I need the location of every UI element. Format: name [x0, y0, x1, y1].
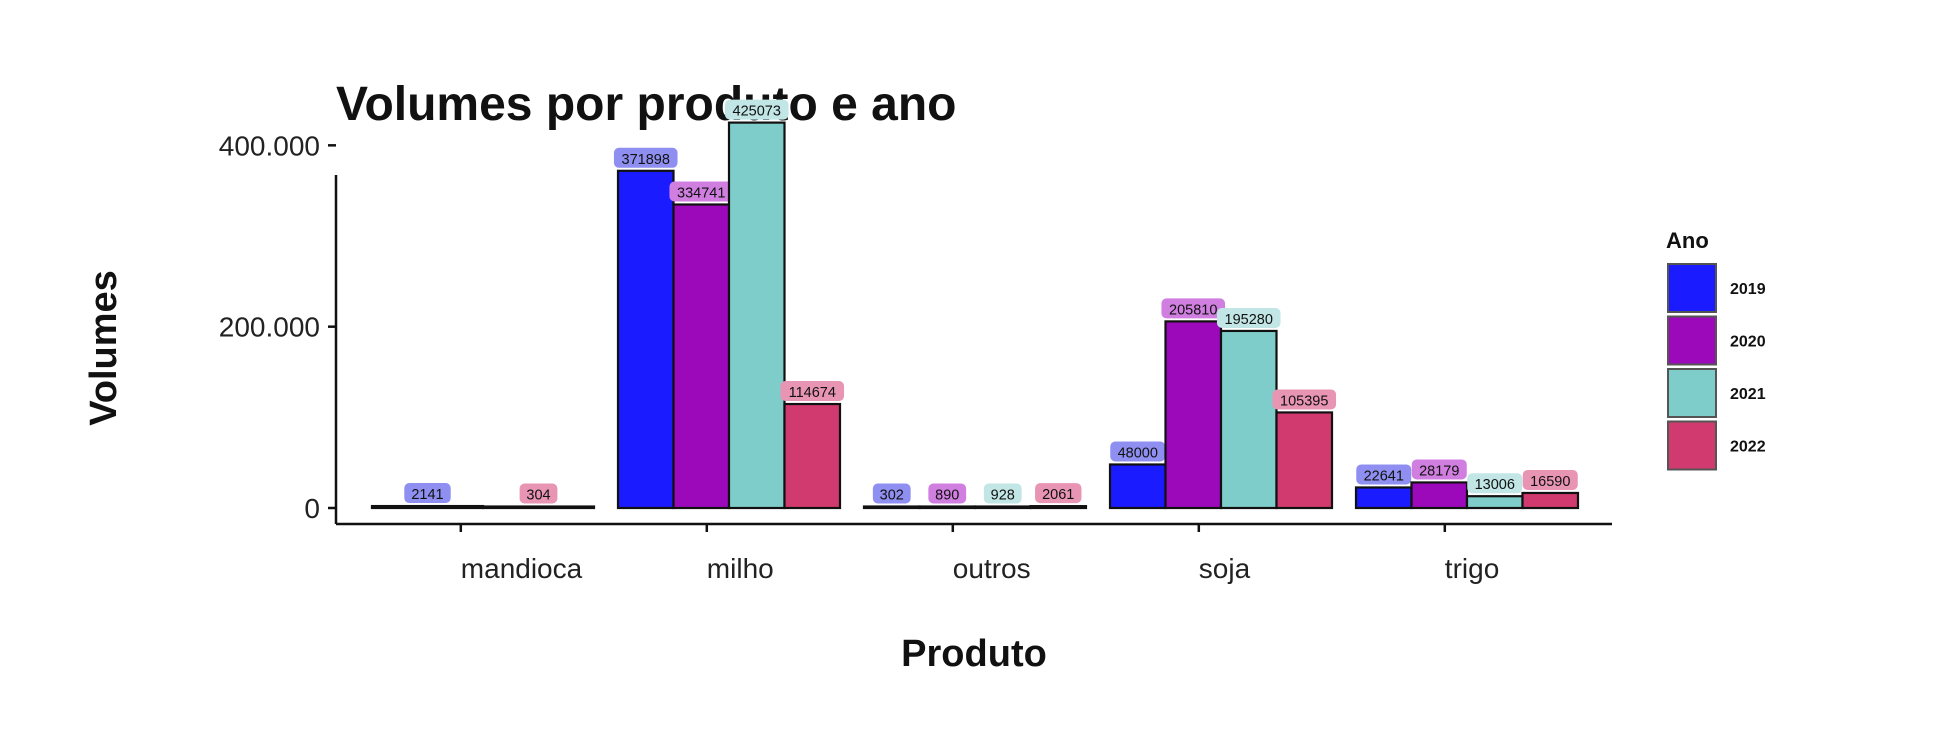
legend-label: 2021	[1730, 386, 1766, 403]
y-axis-title: Volumes	[83, 270, 125, 426]
data-label-bg	[1110, 441, 1166, 462]
data-label-bg	[669, 181, 734, 202]
bar-outros-2020	[918, 505, 977, 510]
bar-mandioca-2022	[481, 505, 596, 510]
bar-milho-2020	[672, 203, 731, 510]
data-label: 48000	[1118, 445, 1158, 461]
x-tick-label: milho	[707, 553, 774, 584]
data-label-bg	[1161, 298, 1226, 319]
data-label: 371898	[622, 152, 670, 168]
data-label-bg	[780, 381, 845, 402]
data-label: 304	[526, 488, 550, 504]
legend-swatch-2020	[1667, 315, 1717, 366]
legend-label: 2020	[1730, 334, 1766, 351]
bar-outros-2021	[973, 505, 1032, 510]
legend-swatch-2022	[1667, 420, 1717, 471]
data-label-bg	[519, 483, 558, 504]
data-label-bg	[1411, 459, 1467, 480]
bar-outros-2022	[1029, 505, 1088, 510]
data-label: 105395	[1280, 393, 1328, 409]
data-label-bg	[1356, 464, 1412, 485]
data-label-bg	[1216, 307, 1281, 328]
legend-swatch-2019	[1667, 263, 1717, 313]
data-label-bg	[1035, 483, 1082, 504]
legend: Ano 2019 2020 2021 2022	[1666, 228, 1766, 471]
data-label: 22641	[1364, 468, 1404, 484]
data-label: 425073	[733, 104, 781, 120]
y-tick-label: 0	[304, 493, 320, 524]
data-label-bg	[928, 483, 967, 504]
data-label: 890	[935, 488, 959, 504]
bar-trigo-2021	[1465, 495, 1524, 510]
data-label: 28179	[1419, 463, 1459, 479]
legend-label: 2022	[1730, 439, 1766, 456]
bar-milho-2022	[783, 402, 842, 510]
legend-swatch-2021	[1667, 368, 1717, 418]
x-tick-label: mandioca	[461, 553, 583, 584]
y-tick-label: 400.000	[219, 130, 320, 161]
data-label: 195280	[1225, 312, 1273, 328]
y-tick-label: 200.000	[219, 312, 320, 343]
bar-milho-2021	[727, 121, 786, 510]
x-axis-title: Produto	[901, 633, 1047, 675]
data-label-bg	[724, 99, 789, 120]
data-label-bg	[1272, 389, 1337, 410]
bar-trigo-2019	[1354, 486, 1413, 510]
bar-soja-2020	[1164, 320, 1223, 510]
data-label-bg	[1467, 473, 1523, 494]
data-label: 16590	[1530, 474, 1570, 490]
data-label: 205810	[1169, 302, 1217, 318]
bar-trigo-2022	[1521, 491, 1580, 510]
data-label-bg	[872, 483, 911, 504]
data-label: 334741	[677, 186, 725, 202]
data-label-bg	[1522, 469, 1578, 490]
bar-soja-2022	[1275, 411, 1334, 510]
data-label: 928	[991, 488, 1015, 504]
bar-soja-2019	[1108, 463, 1167, 510]
x-tick-label: outros	[953, 553, 1031, 584]
data-label-bg	[983, 483, 1022, 504]
bar-milho-2019	[616, 169, 675, 510]
data-label: 302	[880, 488, 904, 504]
chart-title: Volumes por produto e ano	[336, 78, 956, 131]
bar-soja-2021	[1219, 329, 1278, 510]
data-label: 13006	[1475, 477, 1515, 493]
plot-area: 0200.000400.000600.000mandioca2141304mil…	[219, 99, 1612, 584]
data-label: 2141	[411, 487, 443, 503]
data-label-bg	[404, 483, 451, 504]
data-label-bg	[613, 147, 678, 168]
bar-trigo-2020	[1410, 481, 1469, 510]
data-label: 2061	[1042, 487, 1074, 503]
legend-title: Ano	[1666, 228, 1709, 253]
bar-outros-2019	[862, 505, 921, 510]
x-tick-label: soja	[1199, 553, 1251, 584]
legend-label: 2019	[1730, 281, 1766, 298]
bar-mandioca-2019	[370, 504, 485, 510]
x-tick-label: trigo	[1445, 553, 1499, 584]
data-label: 114674	[789, 385, 836, 401]
